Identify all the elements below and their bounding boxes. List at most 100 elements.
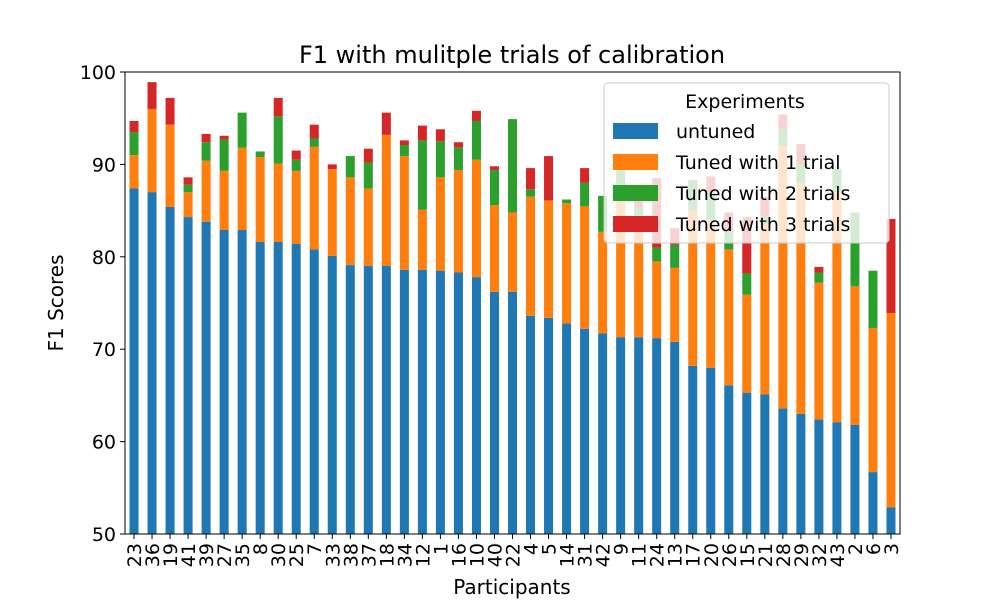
bar-segment: [291, 159, 301, 171]
bar-segment: [580, 182, 590, 206]
bar-segment: [886, 313, 896, 508]
bar-segment: [363, 266, 373, 534]
bar-segment: [670, 341, 680, 534]
bar-segment: [201, 133, 211, 143]
bar-segment: [814, 282, 824, 420]
chart-title: F1 with mulitple trials of calibration: [299, 41, 725, 69]
x-tick-label: 2: [845, 543, 867, 555]
bar-segment: [489, 169, 499, 206]
bar-segment: [598, 195, 608, 232]
legend-label: Tuned with 1 trial: [675, 152, 841, 174]
x-tick-label: 24: [647, 543, 669, 567]
bar-segment: [742, 392, 752, 534]
y-tick-label: 90: [92, 154, 116, 176]
x-tick-label: 13: [665, 543, 687, 567]
bar-segment: [580, 168, 590, 183]
bar-segment: [688, 365, 698, 534]
bar-segment: [670, 267, 680, 342]
x-tick-label: 4: [521, 543, 543, 555]
bar-segment: [742, 294, 752, 393]
bar-segment: [291, 150, 301, 160]
bar-segment: [201, 160, 211, 222]
legend-swatch: [613, 185, 658, 201]
bar-segment: [796, 182, 806, 414]
y-tick-label: 70: [92, 339, 116, 361]
x-tick-label: 33: [322, 543, 344, 567]
x-tick-label: 40: [484, 543, 506, 567]
bar-segment: [724, 385, 734, 534]
bar-segment: [886, 507, 896, 534]
bar-segment: [453, 272, 463, 534]
bar-segment: [489, 166, 499, 170]
legend-box: [603, 82, 890, 244]
bar-segment: [417, 125, 427, 141]
bar-segment: [165, 206, 175, 534]
bar-segment: [273, 242, 283, 534]
bar-segment: [796, 413, 806, 534]
x-tick-label: 10: [466, 543, 488, 567]
bar-segment: [147, 108, 157, 193]
bar-segment: [237, 112, 247, 148]
bar-segment: [489, 291, 499, 534]
bar-segment: [544, 317, 554, 534]
bar-segment: [183, 184, 193, 193]
bar-segment: [832, 422, 842, 534]
bar-segment: [868, 327, 878, 473]
bar-segment: [237, 147, 247, 231]
bar-segment: [129, 120, 139, 133]
x-tick-label: 42: [593, 543, 615, 567]
bar-segment: [381, 112, 391, 135]
x-tick-label: 1: [430, 543, 452, 555]
bar-segment: [291, 170, 301, 244]
bar-segment: [327, 169, 337, 256]
x-tick-label: 11: [629, 543, 651, 567]
plot-frame: [124, 71, 901, 535]
x-tick-label: 12: [412, 543, 434, 567]
bar-segment: [165, 124, 175, 207]
bar-segment: [453, 169, 463, 273]
bar-segment: [219, 135, 229, 140]
y-tick-label: 50: [92, 524, 116, 546]
bar-segment: [435, 141, 445, 178]
bar-segment: [526, 315, 536, 534]
bar-segment: [814, 419, 824, 534]
legend-swatch: [613, 123, 658, 139]
bar-segment: [219, 170, 229, 231]
legend-title: Experiments: [685, 91, 805, 113]
bar-segment: [237, 230, 247, 534]
bar-segment: [580, 205, 590, 329]
bar-segment: [435, 129, 445, 142]
bar-segment: [832, 192, 842, 423]
bar-segment: [598, 333, 608, 534]
x-axis-label: Participants: [453, 575, 570, 599]
x-tick-label: 8: [250, 543, 272, 555]
bar-segment: [670, 244, 680, 268]
bar-segment: [778, 408, 788, 534]
bars: [129, 82, 896, 534]
bar-segment: [850, 212, 860, 287]
y-axis-label: F1 Scores: [44, 254, 68, 351]
x-tick-label: 37: [358, 543, 380, 567]
bar-segment: [562, 203, 572, 324]
bar-segment: [544, 156, 554, 201]
bar-segment: [381, 134, 391, 267]
legend-swatch: [613, 216, 658, 232]
bar-segment: [129, 132, 139, 156]
bar-segment: [868, 270, 878, 328]
bar-segment: [273, 97, 283, 117]
bar-segment: [363, 162, 373, 189]
bar-segment: [255, 151, 265, 158]
bar-segment: [219, 230, 229, 534]
bar-segment: [309, 138, 319, 147]
bar-segment: [327, 164, 337, 170]
x-tick-label: 15: [737, 543, 759, 567]
x-tick-label: 18: [376, 543, 398, 567]
x-tick-label: 25: [286, 543, 308, 567]
bar-segment: [417, 140, 427, 210]
bar-segment: [435, 177, 445, 271]
bar-segment: [634, 337, 644, 534]
y-tick-label: 80: [92, 247, 116, 269]
bar-segment: [634, 226, 644, 338]
bar-segment: [526, 196, 536, 316]
x-tick-label: 14: [557, 543, 579, 567]
